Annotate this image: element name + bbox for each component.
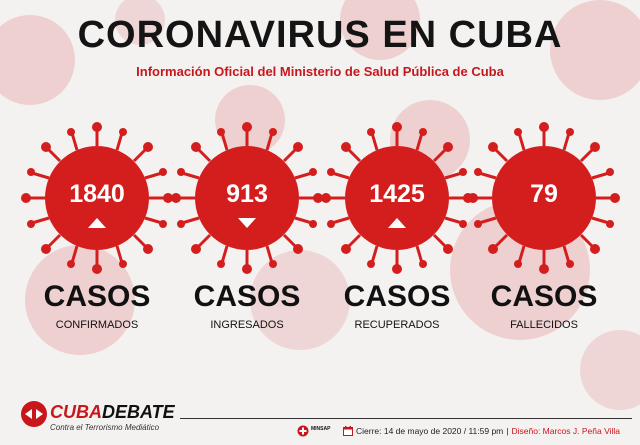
virus-icon [321, 122, 473, 274]
virus-icon [21, 122, 173, 274]
logo-tagline: Contra el Terrorismo Mediático [50, 423, 160, 432]
stat-label: RECUPERADOS [354, 319, 440, 331]
stat-value: 1425 [369, 180, 425, 208]
virus-icon [171, 122, 323, 274]
calendar-icon [343, 426, 353, 436]
closing-date: Cierre: 14 de mayo de 2020 / 11:59 pm [356, 426, 504, 436]
stat-fallecidos: 79 CASOS FALLECIDOS [464, 118, 624, 338]
footer-divider [180, 418, 632, 419]
logo-debate: DEBATE [102, 402, 175, 422]
stat-label: FALLECIDOS [510, 319, 578, 331]
stat-label: INGRESADOS [210, 319, 284, 331]
trend-down-icon [238, 218, 256, 228]
stat-casos: CASOS [490, 280, 598, 313]
stat-confirmados: 1840 CASOS CONFIRMADOS [17, 118, 177, 338]
stat-value: 79 [530, 180, 558, 208]
design-credit: Diseño: Marcos J. Peña Villa [511, 426, 620, 436]
minsap-logo: MINSAP [297, 425, 337, 439]
stat-casos: CASOS [43, 280, 151, 313]
minsap-label: MINSAP [311, 426, 331, 432]
cubadebate-logo: CUBADEBATE Contra el Terrorismo Mediátic… [20, 398, 180, 438]
logo-wordmark: CUBADEBATE [50, 402, 175, 423]
page-title: CORONAVIRUS EN CUBA [77, 14, 563, 56]
logo-cuba: CUBA [50, 402, 102, 422]
stat-ingresados: 913 CASOS INGRESADOS [167, 118, 327, 338]
trend-up-icon [388, 218, 406, 228]
minsap-icon [297, 425, 309, 437]
stat-recuperados: 1425 CASOS RECUPERADOS [317, 118, 477, 338]
trend-up-icon [88, 218, 106, 228]
cubadebate-logo-icon [21, 401, 47, 427]
virus-icon [468, 122, 620, 274]
stat-casos: CASOS [343, 280, 451, 313]
stat-value: 913 [226, 180, 268, 208]
stat-value: 1840 [69, 180, 125, 208]
footer-info: Cierre: 14 de mayo de 2020 / 11:59 pm | Di… [356, 426, 620, 436]
stat-casos: CASOS [193, 280, 301, 313]
page-subtitle: Información Oficial del Ministerio de Sa… [136, 64, 504, 79]
stat-label: CONFIRMADOS [55, 319, 139, 331]
footer-separator: | [506, 426, 509, 436]
